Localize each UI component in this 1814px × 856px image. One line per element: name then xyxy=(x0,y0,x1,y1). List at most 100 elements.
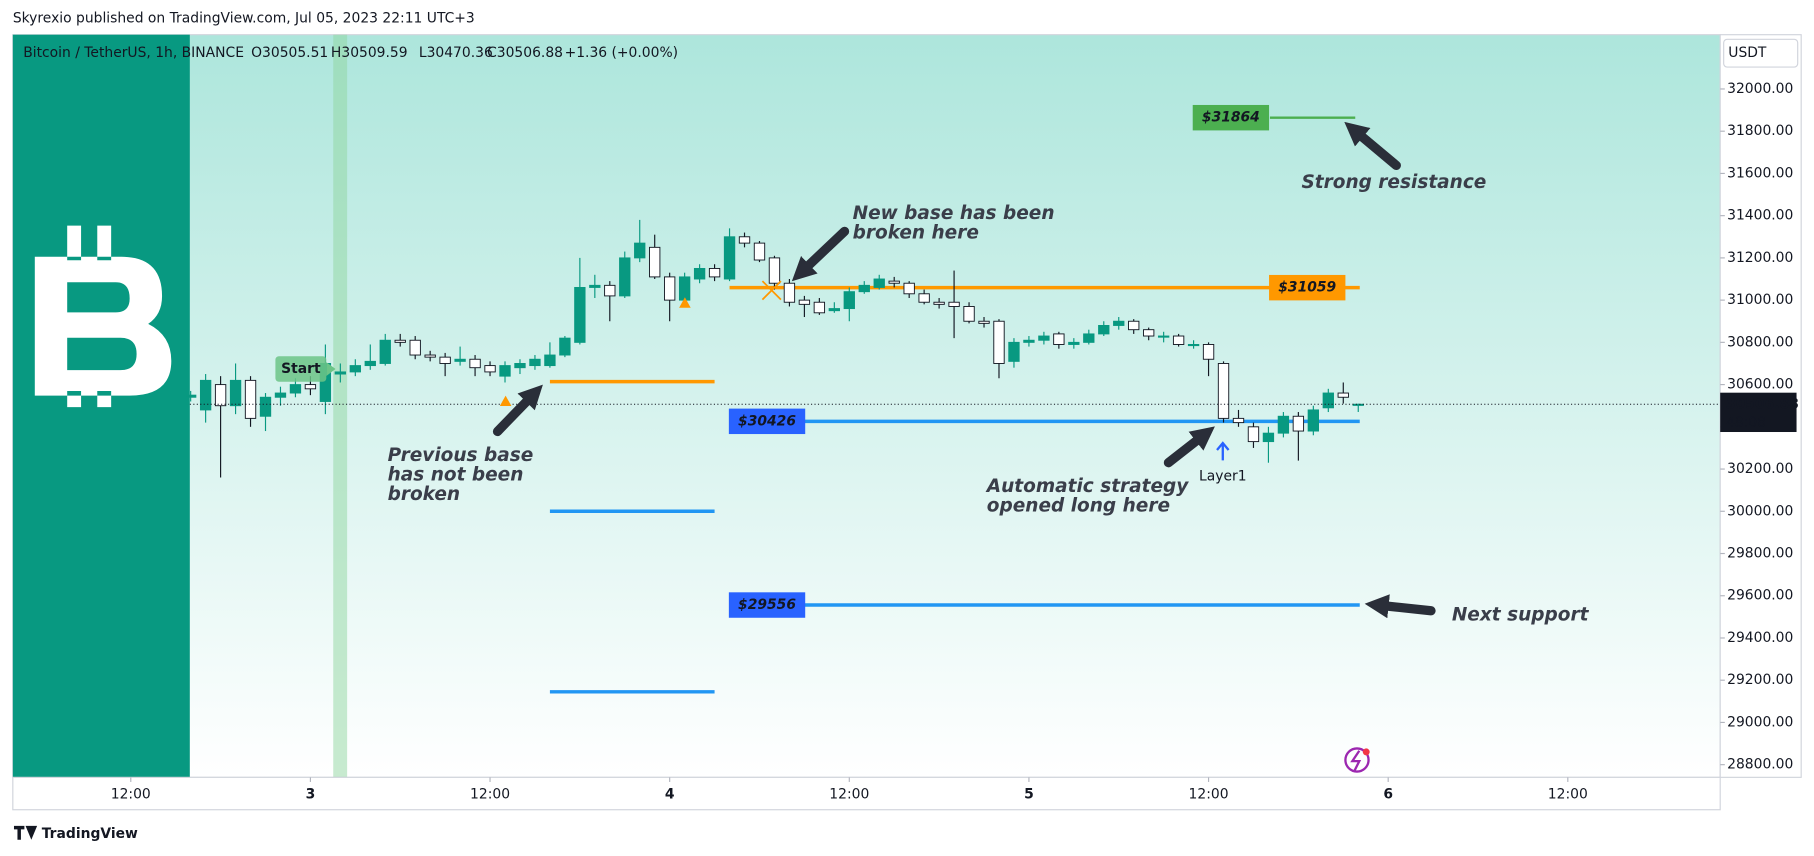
annotation-arrow xyxy=(1364,594,1436,619)
ohlc-label: C30506.88 xyxy=(487,45,563,61)
y-tick-label: 29400.00 xyxy=(1727,630,1793,646)
y-tick-label: 31000.00 xyxy=(1727,292,1793,308)
publisher: Skyrexio published on TradingView.com, J… xyxy=(13,11,475,27)
candle-body xyxy=(948,301,960,307)
ohlc-label: L30470.36 xyxy=(419,45,493,61)
y-tick-label: 30600.00 xyxy=(1727,377,1793,393)
candle-body xyxy=(574,286,586,343)
candle-body xyxy=(1277,415,1290,434)
start-label: Start xyxy=(281,361,321,377)
layer-arrow xyxy=(1216,441,1230,461)
annotation: Automatic strategy xyxy=(985,476,1189,497)
candle-body xyxy=(1157,335,1170,338)
start-pointer xyxy=(326,362,336,376)
annotation: Previous base xyxy=(388,445,534,466)
candle-body xyxy=(424,354,436,358)
candle-body xyxy=(499,365,511,377)
candle-body xyxy=(963,305,975,322)
candle-body xyxy=(469,358,481,369)
level-label-box xyxy=(728,592,806,618)
y-tick-label: 30800.00 xyxy=(1727,334,1793,350)
candle-body xyxy=(798,299,811,305)
y-tick-label: 31400.00 xyxy=(1727,208,1793,224)
annotation-arrow xyxy=(1344,121,1401,171)
x-tick-label: 5 xyxy=(1024,787,1034,803)
candle-body xyxy=(1083,333,1095,343)
candle-body xyxy=(454,358,466,362)
candle-body xyxy=(379,339,391,364)
countdown-label: 48:08 xyxy=(1726,415,1766,431)
candle-body xyxy=(529,358,541,367)
y-tick-label: 28800.00 xyxy=(1727,757,1793,773)
candle-body xyxy=(678,276,691,301)
candle-body xyxy=(1247,426,1260,443)
candle-body xyxy=(229,379,242,407)
ohlc-label: O30505.51 xyxy=(251,45,328,61)
y-tick-label: 30200.00 xyxy=(1727,461,1793,477)
candle-body xyxy=(1098,325,1110,335)
signal-triangle xyxy=(679,297,691,308)
candle-body xyxy=(1068,341,1080,345)
signal-triangle xyxy=(499,395,512,407)
candle-body xyxy=(1143,329,1155,337)
candle-body xyxy=(664,276,676,301)
annotation-arrow xyxy=(492,384,543,437)
annotation: opened long here xyxy=(987,496,1170,517)
footer-logo xyxy=(13,825,38,840)
y-tick-label: 30000.00 xyxy=(1727,503,1793,519)
annotation: Strong resistance xyxy=(1301,172,1486,193)
x-tick-label: 4 xyxy=(665,787,675,803)
candle-body xyxy=(768,257,781,284)
candle-body xyxy=(978,320,990,324)
candle-body xyxy=(723,236,736,280)
candle-body xyxy=(1262,432,1275,443)
alert-icon-bolt xyxy=(1350,750,1362,771)
candle-body xyxy=(843,291,855,310)
level-label: $30426 xyxy=(738,413,796,429)
candle-body xyxy=(1337,392,1349,398)
candle-body xyxy=(1217,363,1230,419)
x-tick-label: 12:00 xyxy=(1189,787,1229,803)
last-price-box xyxy=(1720,392,1797,433)
candle-body xyxy=(364,360,376,367)
x-tick-label: 6 xyxy=(1383,787,1393,803)
candle-body xyxy=(738,236,751,244)
candle-body xyxy=(199,379,212,411)
y-tick-label: 29200.00 xyxy=(1727,672,1793,688)
annotation: broken xyxy=(388,484,460,505)
ohlc-label: H30509.59 xyxy=(331,45,408,61)
currency-box[interactable] xyxy=(1723,38,1799,68)
y-tick-label: 31800.00 xyxy=(1727,123,1793,139)
candle-body xyxy=(214,384,227,407)
candle-body xyxy=(918,293,930,303)
candle-body xyxy=(514,363,526,369)
candle-body xyxy=(1322,392,1334,409)
candle-body xyxy=(604,284,616,297)
candle-body xyxy=(1128,320,1140,331)
symbol-title: Bitcoin / TetherUS, 1h, BINANCE xyxy=(23,45,244,61)
annotation: New base has been xyxy=(853,203,1055,224)
candle-body xyxy=(349,365,361,373)
alert-icon[interactable] xyxy=(1344,747,1370,773)
candle-body xyxy=(409,339,421,356)
candle-body xyxy=(559,337,571,356)
candle-body xyxy=(888,280,900,284)
candle-body xyxy=(649,246,661,278)
candle-body xyxy=(1307,409,1320,432)
change-label: +1.36 (+0.00%) xyxy=(565,45,678,61)
candle-body xyxy=(813,301,826,314)
y-tick-label: 32000.00 xyxy=(1727,81,1793,97)
level-label: $31864 xyxy=(1202,110,1260,126)
x-tick-label: 3 xyxy=(306,787,316,803)
candle-body xyxy=(1202,344,1215,360)
plot-area xyxy=(12,34,1721,778)
candle-body xyxy=(244,379,257,419)
break-cross xyxy=(761,280,782,301)
candle-body xyxy=(903,282,915,295)
x-tick-label: 12:00 xyxy=(1548,787,1588,803)
candle-body xyxy=(304,384,317,390)
y-tick-label: 29000.00 xyxy=(1727,714,1793,730)
candle-body xyxy=(783,282,796,303)
annotation: Next support xyxy=(1452,604,1590,625)
